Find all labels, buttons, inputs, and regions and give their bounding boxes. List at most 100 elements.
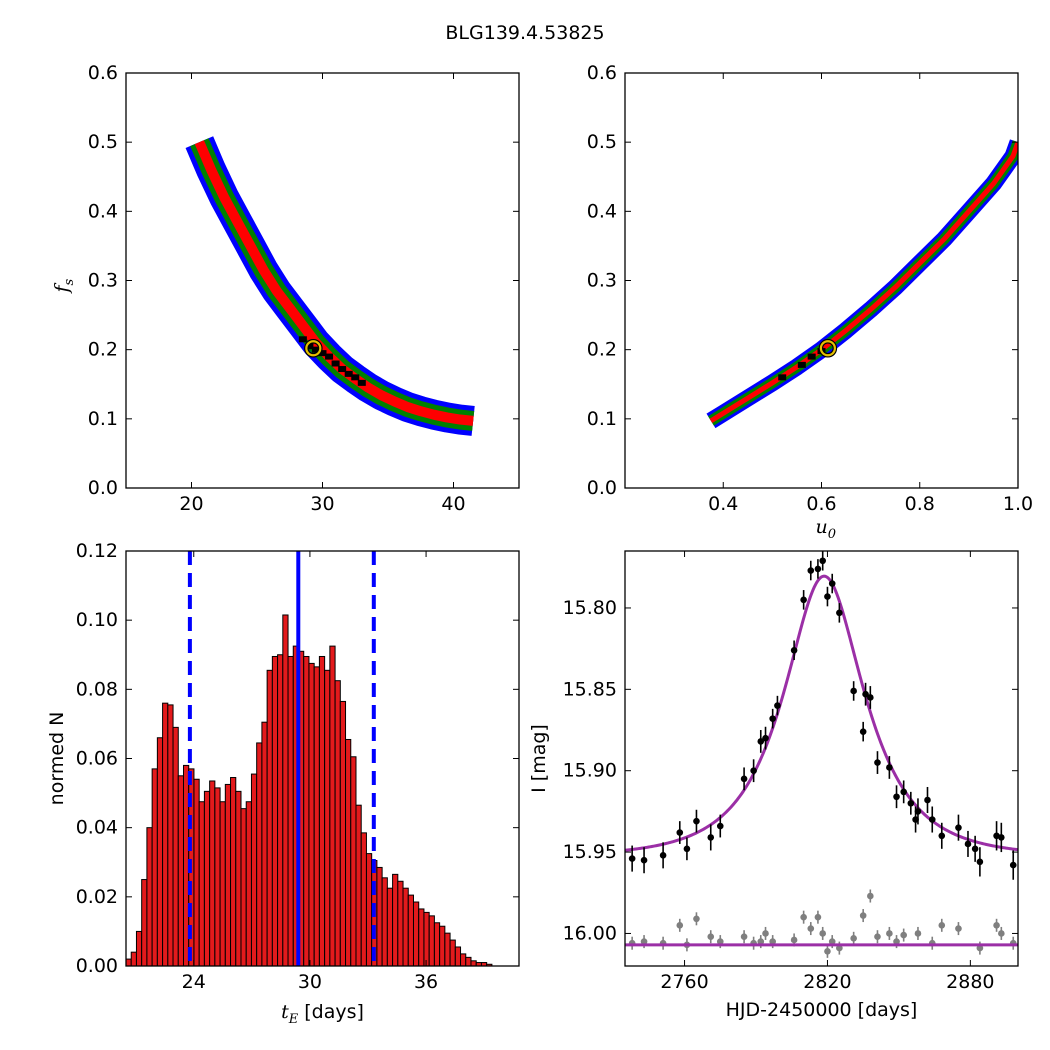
data-point <box>676 829 684 836</box>
residual-point <box>740 933 748 941</box>
histogram-bar <box>313 666 320 966</box>
residual-point <box>800 913 807 921</box>
contour-outer <box>185 136 476 436</box>
best-fit-marker <box>305 340 322 357</box>
histogram-bar <box>135 930 143 966</box>
residual-point <box>886 930 893 937</box>
residual-point <box>893 938 900 945</box>
x-tick-label: 0.8 <box>905 493 935 515</box>
histogram-bar <box>130 951 137 966</box>
data-point <box>824 593 831 600</box>
axes-frame <box>624 72 1019 489</box>
y-tick-label: 0.2 <box>88 339 118 361</box>
histogram-bar <box>444 932 451 966</box>
histogram-bar <box>433 922 441 966</box>
histogram-bar <box>303 655 310 966</box>
data-point <box>874 759 881 766</box>
x-tick-label: 30 <box>298 971 322 993</box>
residual-point <box>836 944 843 952</box>
histogram-bar <box>151 768 158 966</box>
y-tick-label: 0.6 <box>88 62 118 84</box>
density-peak-cell <box>311 346 320 353</box>
histogram-bar <box>402 887 409 966</box>
y-tick-label: 15.95 <box>563 841 617 863</box>
plot-area <box>185 136 476 436</box>
histogram-bar <box>230 777 237 966</box>
data-point <box>867 694 874 701</box>
y-tick-label: 0.10 <box>76 609 118 631</box>
histogram-bar <box>282 614 289 966</box>
panel-te-histogram: 24 30 36 0.00 0.02 0.04 0.06 0.08 0.10 0.12 normed… <box>46 540 520 1027</box>
data-point <box>819 557 826 565</box>
model-curve <box>625 574 1018 852</box>
residual-point <box>938 922 946 929</box>
density-peak-cell <box>344 370 353 377</box>
x-tick-label: 1.0 <box>1003 493 1033 515</box>
residual-point <box>807 925 815 932</box>
histogram-bar <box>240 808 247 966</box>
residual-point <box>900 931 907 939</box>
histogram-bar <box>198 801 205 966</box>
x-axis-label: tE [days] <box>281 1001 364 1027</box>
density-peak-cell <box>305 343 314 350</box>
histogram-bar <box>339 700 347 966</box>
data-point <box>750 767 757 775</box>
y-tick-label: 0.1 <box>587 408 617 430</box>
histogram-bar <box>324 669 331 966</box>
y-tick-label: 0.02 <box>76 886 118 908</box>
data-point <box>859 728 867 735</box>
histogram-bar <box>261 721 268 966</box>
residual-point <box>824 948 831 955</box>
histogram-bar <box>470 960 477 966</box>
x-tick-label: 2760 <box>660 971 708 993</box>
residual-point <box>676 922 684 929</box>
histogram-bar <box>449 939 456 966</box>
density-peak-cell <box>807 353 816 360</box>
density-peak-cell <box>338 366 347 373</box>
density-peak-cell <box>778 374 787 381</box>
histogram-bar <box>381 877 388 966</box>
residual-point <box>640 938 648 945</box>
residual-point <box>993 922 1000 929</box>
histogram-bar <box>355 804 362 966</box>
residual-point <box>850 935 857 942</box>
data-point <box>955 824 962 831</box>
x-tick-label: 0.4 <box>708 493 738 515</box>
histogram-bar <box>428 915 435 966</box>
y-tick-label: 0.0 <box>587 477 617 499</box>
y-tick-label: 0.08 <box>76 678 118 700</box>
histogram-bar <box>224 783 232 966</box>
histogram-bar <box>235 790 242 966</box>
histogram-bar <box>266 669 273 966</box>
density-peak-cell <box>325 353 334 360</box>
data-point <box>693 817 700 825</box>
data-point <box>707 834 715 841</box>
histogram-bar <box>214 787 221 966</box>
y-tick-label: 0.06 <box>76 748 118 770</box>
data-point <box>928 816 936 823</box>
histogram-bar <box>350 756 357 966</box>
y-tick-label: 0.6 <box>587 62 617 84</box>
panel-lightcurve: 2760 2820 2880 15.80 15.85 15.90 15.95 16.00 I [… <box>528 550 1019 1021</box>
residual-point <box>693 915 700 923</box>
data-point <box>836 609 843 617</box>
histogram-bar <box>397 880 404 966</box>
residual-point <box>828 938 836 945</box>
data-point <box>886 764 893 771</box>
density-peak-cell <box>351 374 360 381</box>
data-point <box>757 738 765 745</box>
data-point <box>862 690 869 698</box>
data-point <box>998 834 1005 841</box>
residual-point <box>814 913 822 921</box>
y-tick-label: 0.1 <box>88 408 118 430</box>
y-tick-label: 15.80 <box>563 597 617 619</box>
y-axis-label: fs <box>51 278 77 294</box>
y-tick-label: 15.90 <box>563 760 617 782</box>
residual-point <box>819 930 826 937</box>
contour-inner <box>709 141 1018 424</box>
density-peak-cell <box>797 361 806 368</box>
y-tick-label: 0.04 <box>76 817 118 839</box>
data-point <box>740 775 748 783</box>
data-point <box>893 793 900 801</box>
